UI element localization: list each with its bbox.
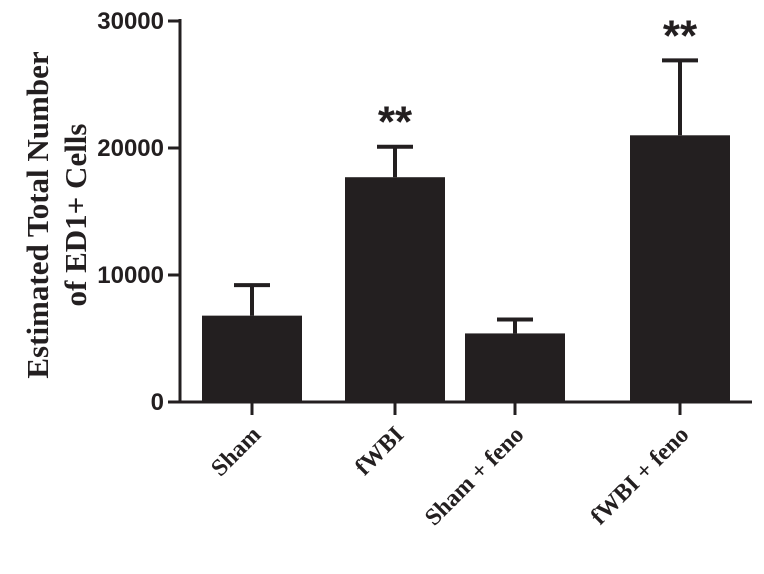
x-tick-label: Sham + feno	[420, 422, 529, 531]
y-tick-label: 20000	[97, 135, 164, 162]
x-tick-label: Sham	[206, 422, 266, 482]
significance-annotation: **	[378, 98, 413, 147]
y-axis-label-line-1: Estimated Total Number	[20, 51, 55, 378]
y-axis-label-line-2: of ED1+ Cells	[58, 124, 93, 307]
bar	[465, 333, 565, 402]
bar	[202, 315, 302, 402]
x-tick-label: fWBI	[350, 422, 409, 481]
x-tick-label: fWBI + feno	[586, 422, 694, 530]
y-tick-label: 0	[151, 389, 164, 416]
significance-annotation: **	[663, 11, 698, 60]
plot-area: 0 10000 20000 30000 Sham fWBI ** Sham + feno fWB…	[97, 8, 752, 531]
y-axis-label: Estimated Total Number of ED1+ Cells	[20, 51, 93, 378]
y-tick-label: 30000	[97, 8, 164, 35]
y-tick-label: 10000	[97, 262, 164, 289]
bar	[345, 177, 445, 402]
bar	[630, 135, 730, 403]
